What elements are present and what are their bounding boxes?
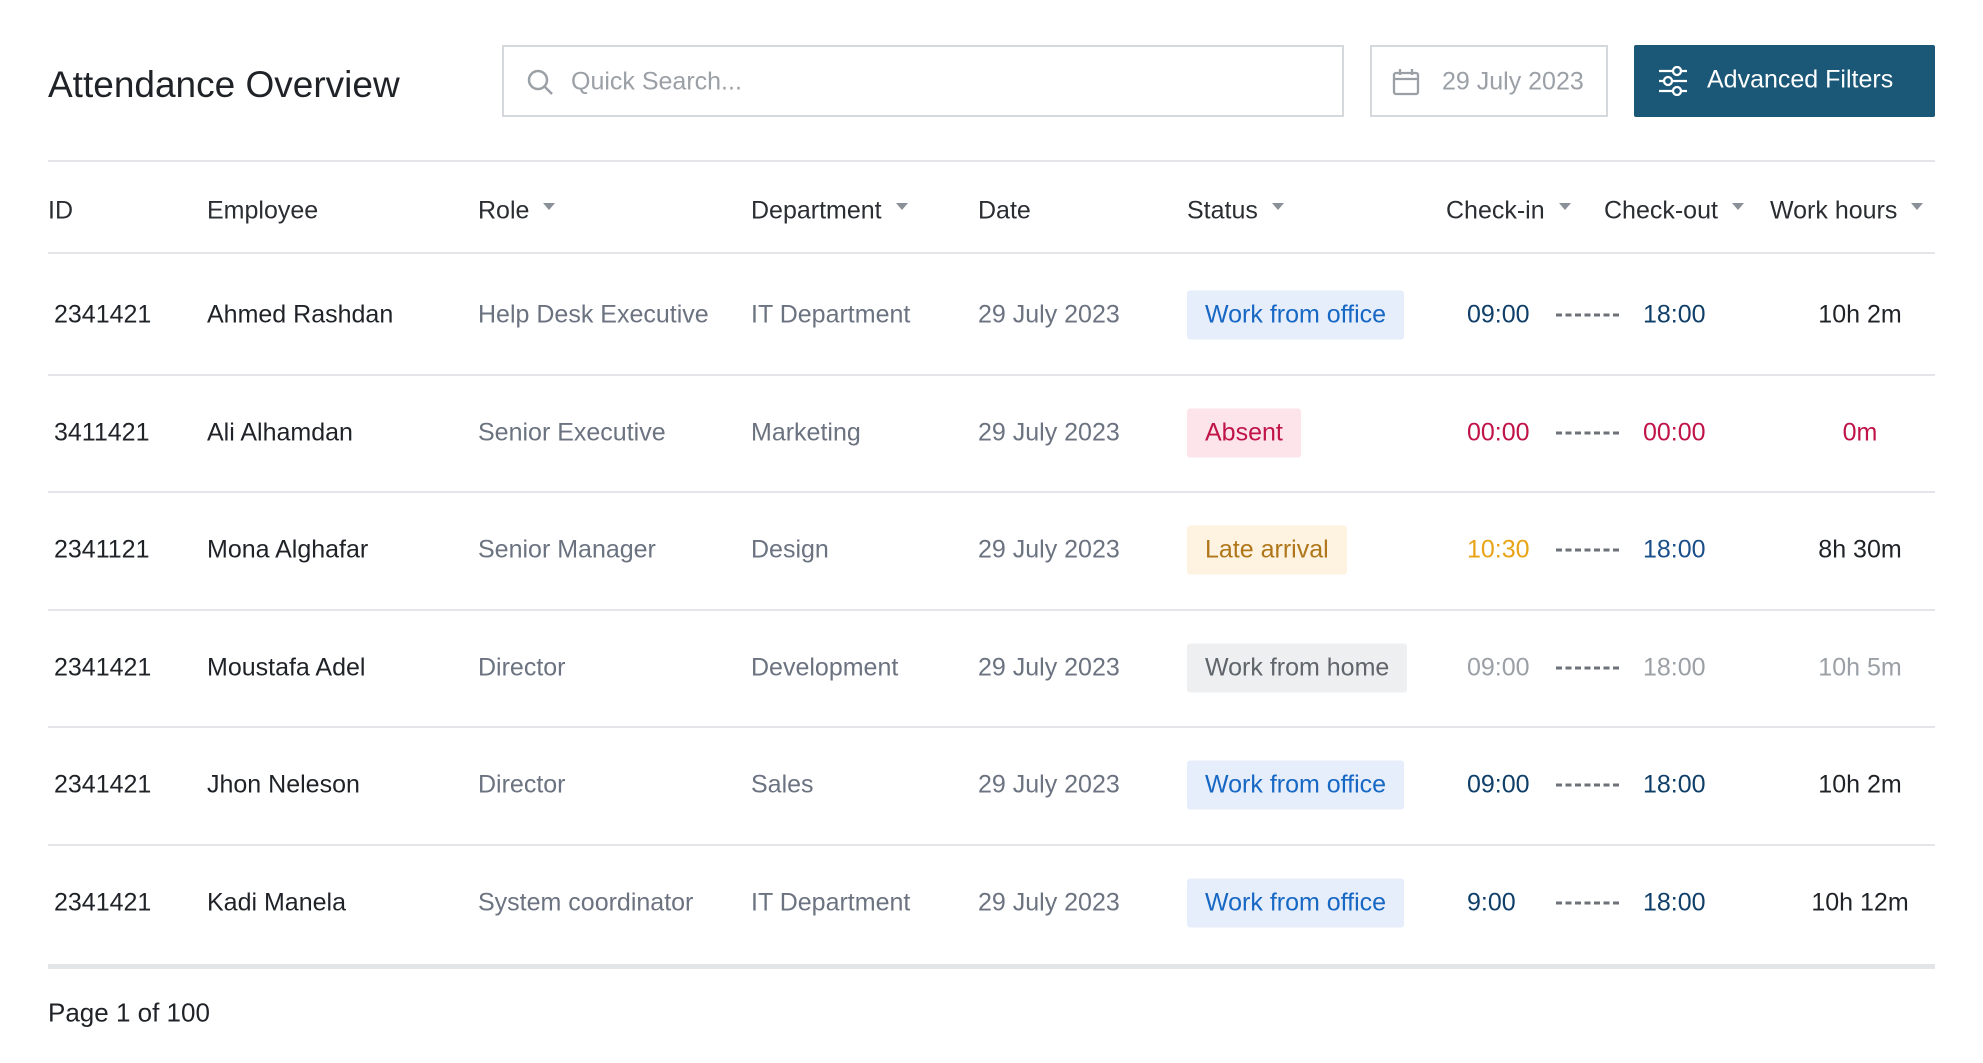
cell-employee: Kadi Manela bbox=[207, 888, 346, 917]
cell-department: IT Department bbox=[751, 300, 911, 329]
check-out: 18:00 bbox=[1643, 888, 1706, 917]
row-divider bbox=[48, 373, 1935, 376]
check-in: 09:00 bbox=[1467, 300, 1530, 329]
column-header[interactable]: Check-out bbox=[1604, 196, 1718, 225]
work-hours: 10h 12m bbox=[1811, 888, 1909, 917]
cell-employee: Ahmed Rashdan bbox=[207, 300, 394, 329]
cell-date: 29 July 2023 bbox=[978, 653, 1120, 682]
cell-id: 3411421 bbox=[54, 418, 150, 447]
check-in: 9:00 bbox=[1467, 888, 1516, 917]
cell-id: 2341421 bbox=[54, 653, 152, 682]
dash-separator bbox=[1556, 313, 1619, 317]
column-header[interactable]: Status bbox=[1187, 196, 1258, 225]
sort-caret[interactable] bbox=[895, 203, 908, 210]
work-hours: 0m bbox=[1842, 418, 1878, 447]
row-divider bbox=[48, 726, 1935, 729]
check-in: 10:30 bbox=[1467, 535, 1530, 564]
dash-separator bbox=[1556, 431, 1619, 435]
column-header: Employee bbox=[207, 196, 319, 225]
cell-date: 29 July 2023 bbox=[978, 888, 1120, 917]
row-divider bbox=[48, 844, 1935, 846]
cell-department: Sales bbox=[751, 770, 814, 799]
check-in: 09:00 bbox=[1467, 770, 1530, 799]
cell-role: Director bbox=[478, 653, 566, 682]
check-out: 18:00 bbox=[1643, 300, 1706, 329]
date-picker[interactable]: 29 July 2023 bbox=[1370, 45, 1608, 117]
cell-department: Marketing bbox=[751, 418, 861, 447]
sort-caret[interactable] bbox=[1558, 203, 1571, 210]
status-pill: Work from office bbox=[1187, 760, 1405, 810]
cell-employee: Ali Alhamdan bbox=[207, 418, 353, 447]
filter-icon bbox=[1659, 66, 1687, 96]
check-out: 18:00 bbox=[1643, 653, 1706, 682]
cell-date: 29 July 2023 bbox=[978, 418, 1120, 447]
work-hours: 10h 2m bbox=[1818, 300, 1902, 329]
check-in: 09:00 bbox=[1467, 653, 1530, 682]
cell-employee: Moustafa Adel bbox=[207, 653, 366, 682]
status-pill: Work from office bbox=[1187, 878, 1405, 928]
cell-employee: Mona Alghafar bbox=[207, 535, 369, 564]
column-header[interactable]: Department bbox=[751, 196, 882, 225]
cell-role: Senior Manager bbox=[478, 535, 656, 564]
divider bbox=[48, 160, 1935, 162]
pagination: Page 1 of 100 bbox=[48, 997, 210, 1028]
page-title: Attendance Overview bbox=[48, 64, 400, 105]
cell-role: Senior Executive bbox=[478, 418, 666, 447]
advanced-filters-button[interactable]: Advanced Filters bbox=[1634, 45, 1935, 117]
calendar-icon bbox=[1392, 69, 1420, 96]
search-placeholder: Quick Search... bbox=[571, 67, 742, 96]
status-pill: Late arrival bbox=[1187, 525, 1347, 575]
cell-role: Help Desk Executive bbox=[478, 300, 709, 329]
dash-separator bbox=[1556, 548, 1619, 552]
work-hours: 10h 2m bbox=[1818, 770, 1902, 799]
cell-department: Design bbox=[751, 535, 829, 564]
check-out: 18:00 bbox=[1643, 535, 1706, 564]
search-icon bbox=[527, 69, 553, 95]
sort-caret[interactable] bbox=[1271, 203, 1284, 210]
search-box[interactable]: Quick Search... bbox=[502, 45, 1344, 117]
row-divider bbox=[48, 491, 1935, 494]
check-out: 18:00 bbox=[1643, 770, 1706, 799]
cell-employee: Jhon Neleson bbox=[207, 770, 360, 799]
status-pill: Work from home bbox=[1187, 643, 1408, 693]
status-pill: Absent bbox=[1187, 408, 1301, 458]
cell-id: 2341421 bbox=[54, 300, 152, 329]
work-hours: 8h 30m bbox=[1818, 535, 1902, 564]
cell-id: 2341421 bbox=[54, 888, 152, 917]
date-value: 29 July 2023 bbox=[1442, 67, 1584, 96]
button-label: Advanced Filters bbox=[1707, 65, 1894, 94]
cell-id: 2341421 bbox=[54, 770, 152, 799]
cell-date: 29 July 2023 bbox=[978, 770, 1120, 799]
work-hours: 10h 5m bbox=[1818, 653, 1902, 682]
check-out: 00:00 bbox=[1643, 418, 1706, 447]
status-pill: Work from office bbox=[1187, 290, 1405, 340]
dash-separator bbox=[1556, 783, 1619, 787]
sort-caret[interactable] bbox=[1911, 203, 1924, 210]
cell-date: 29 July 2023 bbox=[978, 535, 1120, 564]
dash-separator bbox=[1556, 901, 1619, 905]
divider bbox=[48, 252, 1935, 254]
cell-date: 29 July 2023 bbox=[978, 300, 1120, 329]
cell-role: System coordinator bbox=[478, 888, 694, 917]
sort-caret[interactable] bbox=[1731, 203, 1744, 210]
check-in: 00:00 bbox=[1467, 418, 1530, 447]
cell-id: 2341121 bbox=[54, 535, 150, 564]
column-header[interactable]: Work hours bbox=[1770, 196, 1898, 225]
column-header[interactable]: Role bbox=[478, 196, 530, 225]
dash-separator bbox=[1556, 666, 1619, 670]
cell-role: Director bbox=[478, 770, 566, 799]
cell-department: Development bbox=[751, 653, 899, 682]
column-header: Date bbox=[978, 196, 1031, 225]
cell-department: IT Department bbox=[751, 888, 911, 917]
row-divider bbox=[48, 608, 1935, 611]
sort-caret[interactable] bbox=[543, 203, 556, 210]
divider bbox=[48, 964, 1935, 969]
column-header: ID bbox=[48, 196, 73, 225]
column-header[interactable]: Check-in bbox=[1446, 196, 1545, 225]
